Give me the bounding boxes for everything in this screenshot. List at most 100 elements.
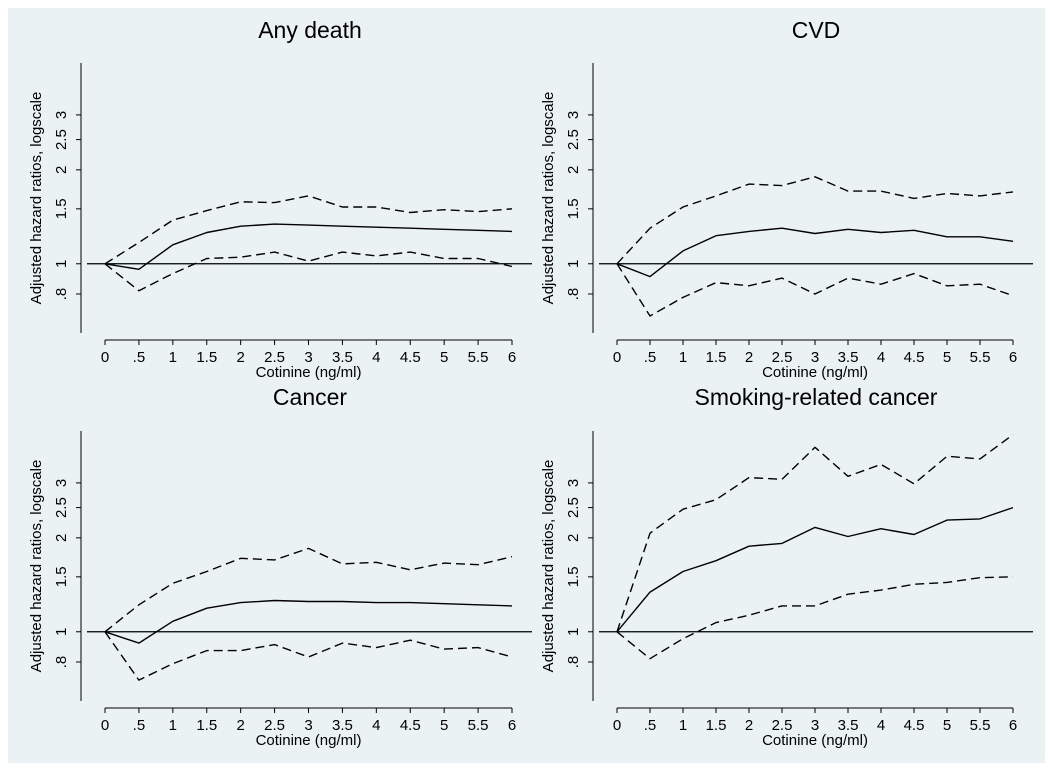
x-tick-label: 5.5 (468, 349, 489, 366)
lower-ci-line (616, 263, 1014, 317)
x-tick-label: 3 (304, 717, 312, 734)
x-tick-label: 2.5 (264, 717, 285, 734)
y-tick-label: .8 (53, 656, 70, 669)
lower-ci-line (104, 631, 513, 681)
x-tick-label: 3.5 (332, 717, 353, 734)
y-axis-label: Adjusted hazard ratios, logscale (28, 460, 45, 673)
x-tick-label: 4 (877, 349, 885, 366)
y-tick-label: 2 (53, 166, 70, 174)
upper-ci-line (104, 195, 513, 265)
x-tick-label: 2 (236, 349, 244, 366)
panel-title: CVD (792, 17, 841, 43)
y-tick-label: .8 (565, 288, 582, 301)
x-tick-label: 0 (101, 349, 109, 366)
x-tick-label: 5 (943, 717, 951, 734)
x-tick-label: 3 (304, 349, 312, 366)
x-tick-label: 4 (877, 717, 885, 734)
x-tick-label: 4.5 (904, 349, 925, 366)
panel-1: Any death .8 1 1.5 2 2.5 3 0 .5 1 1.5 2 2.5 3 3.5 4 4.5 5… (28, 17, 532, 381)
y-tick-label: 2.5 (565, 129, 582, 150)
x-tick-label: 4.5 (904, 717, 925, 734)
x-tick-label: .5 (133, 349, 146, 366)
y-tick-label: 3 (565, 479, 582, 487)
y-axis-label: Adjusted hazard ratios, logscale (540, 92, 557, 305)
y-tick-label: 1 (53, 260, 70, 268)
panel-title: Smoking-related cancer (695, 384, 938, 410)
x-tick-label: 4.5 (400, 349, 421, 366)
x-tick-label: 5.5 (970, 349, 991, 366)
y-axis-label: Adjusted hazard ratios, logscale (540, 460, 557, 673)
y-tick-label: 1.5 (53, 566, 70, 587)
y-tick-label: .8 (53, 288, 70, 301)
x-axis-label: Cotinine (ng/ml) (762, 364, 868, 381)
panel-4: Smoking-related cancer .8 1 1.5 2 2.5 3 0 .5 1 1.5… (540, 384, 1033, 749)
x-axis-label: Cotinine (ng/ml) (762, 732, 868, 749)
y-tick-label: 1.5 (565, 566, 582, 587)
x-tick-label: 2 (745, 717, 753, 734)
x-tick-label: 3.5 (838, 349, 859, 366)
panel-2: CVD .8 1 1.5 2 2.5 3 0 .5 1 1.5 2 2.5 3 3.5 4 4.5 5 5.5 6 Co… (540, 17, 1033, 381)
estimate-line (104, 599, 513, 644)
panel-3: Cancer .8 1 1.5 2 2.5 3 0 .5 1 1.5 2 2.5 3 3.5 4 4.5 5 5.5… (28, 384, 532, 749)
x-tick-label: .5 (644, 349, 657, 366)
x-tick-label: 1 (679, 349, 687, 366)
y-tick-label: 1 (565, 628, 582, 636)
lower-ci-line (104, 251, 513, 292)
x-tick-label: 6 (1009, 349, 1017, 366)
x-tick-label: 2 (236, 717, 244, 734)
x-tick-label: 1.5 (706, 349, 727, 366)
x-tick-label: .5 (133, 717, 146, 734)
x-axis-label: Cotinine (ng/ml) (256, 364, 362, 381)
x-tick-label: 5.5 (970, 717, 991, 734)
y-tick-label: 2.5 (53, 497, 70, 518)
y-axis-label: Adjusted hazard ratios, logscale (28, 92, 45, 305)
y-tick-label: 3 (53, 111, 70, 119)
x-tick-label: 2.5 (772, 349, 793, 366)
estimate-line (616, 227, 1014, 278)
y-tick-label: 1.5 (565, 198, 582, 219)
x-tick-label: .5 (644, 717, 657, 734)
x-tick-label: 6 (508, 349, 516, 366)
panel-title: Cancer (273, 384, 347, 410)
y-tick-label: 2.5 (53, 129, 70, 150)
x-tick-label: 1 (679, 717, 687, 734)
x-tick-label: 4 (372, 717, 380, 734)
x-tick-label: 1.5 (706, 717, 727, 734)
chart-grid: Any death.811.522.530.5 1 1.5 2 2.5 3 3.5 4 4.5 5… (28, 17, 1033, 749)
x-tick-label: 2.5 (264, 349, 285, 366)
x-axis-label: Cotinine (ng/ml) (256, 732, 362, 749)
panel-title: Any death (258, 17, 362, 43)
y-tick-label: 2 (53, 534, 70, 542)
lower-ci-line (616, 576, 1014, 660)
x-tick-label: 1.5 (196, 349, 217, 366)
x-tick-label: 0 (613, 349, 621, 366)
x-tick-label: 3 (811, 349, 819, 366)
estimate-line (616, 506, 1014, 633)
x-tick-label: 0 (613, 717, 621, 734)
y-tick-label: 1 (53, 628, 70, 636)
x-tick-label: 6 (508, 717, 516, 734)
y-tick-label: 2 (565, 166, 582, 174)
y-tick-label: 3 (53, 479, 70, 487)
x-tick-label: 5 (440, 349, 448, 366)
x-tick-label: 4 (372, 349, 380, 366)
x-tick-label: 5 (440, 717, 448, 734)
x-tick-label: 3.5 (332, 349, 353, 366)
x-tick-label: 1 (169, 349, 177, 366)
x-tick-label: 2 (745, 349, 753, 366)
y-tick-label: 2 (565, 534, 582, 542)
x-tick-label: 1.5 (196, 717, 217, 734)
y-tick-label: 2.5 (565, 497, 582, 518)
estimate-line (104, 223, 513, 270)
x-tick-label: 5 (943, 349, 951, 366)
y-tick-label: .8 (565, 656, 582, 669)
x-tick-label: 2.5 (772, 717, 793, 734)
x-tick-label: 1 (169, 717, 177, 734)
upper-ci-line (616, 434, 1014, 633)
upper-ci-line (104, 547, 513, 633)
x-tick-label: 6 (1009, 717, 1017, 734)
x-tick-label: 0 (101, 717, 109, 734)
figure-background: Any death .8 1 1.5 2 2.5 3 0.5 1 1.5 2 2.5 3 3.5 4 4.5 5… (8, 8, 1045, 763)
y-tick-label: 3 (565, 111, 582, 119)
x-tick-label: 3.5 (838, 717, 859, 734)
